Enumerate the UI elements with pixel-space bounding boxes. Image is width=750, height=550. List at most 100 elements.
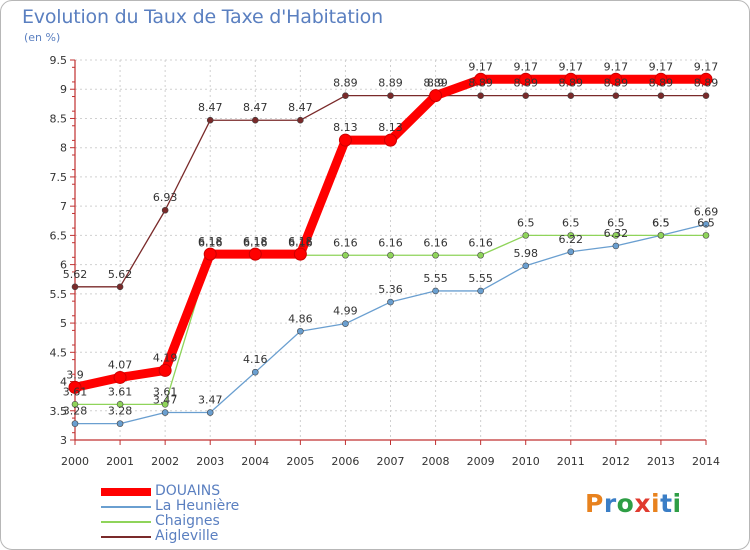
data-point [206, 116, 214, 124]
data-label: 8.89 [333, 77, 358, 90]
legend-item: La Heunière [101, 499, 239, 514]
y-tick-label: 8.5 [50, 112, 68, 125]
data-point [477, 287, 484, 295]
data-label: 5.55 [468, 272, 493, 285]
legend-swatch [101, 505, 151, 508]
data-point [567, 248, 575, 256]
data-label: 8.9 [427, 77, 445, 90]
data-label: 3.61 [153, 385, 178, 398]
x-tick-label: 2004 [241, 455, 269, 468]
data-point [702, 232, 710, 239]
data-point [519, 72, 533, 86]
chart-legend: DOUAINS La Heunière Chaignes Aigleville [101, 484, 239, 544]
logo-letter: i [672, 489, 682, 518]
data-point [342, 92, 349, 99]
legend-swatch [101, 535, 151, 538]
data-label: 6.16 [198, 236, 223, 249]
x-tick-label: 2009 [467, 455, 495, 468]
data-point [161, 401, 169, 408]
data-point [116, 283, 124, 291]
logo-letter: o [616, 489, 635, 518]
data-label: 3.61 [63, 385, 88, 398]
data-label: 8.89 [468, 77, 493, 90]
data-point [702, 92, 710, 99]
y-tick-label: 3 [60, 434, 67, 447]
data-point [387, 298, 394, 306]
data-point [564, 72, 578, 86]
data-point [251, 368, 259, 376]
data-label: 9.17 [513, 60, 538, 73]
legend-swatch [101, 487, 151, 496]
legend-swatch [101, 520, 151, 523]
data-label: 6.16 [378, 236, 403, 249]
data-point [522, 262, 530, 270]
data-label: 6.5 [562, 216, 580, 229]
y-tick-label: 4.5 [50, 346, 68, 359]
data-point [293, 247, 307, 261]
data-point [522, 232, 530, 239]
data-point [387, 92, 394, 99]
data-label: 6.5 [652, 216, 670, 229]
x-tick-label: 2010 [512, 455, 540, 468]
data-label: 4.86 [288, 312, 313, 325]
data-label: 8.89 [604, 77, 629, 90]
data-label: 9.17 [559, 60, 584, 73]
y-tick-label: 5 [60, 317, 67, 330]
data-label: 8.89 [513, 77, 538, 90]
data-label: 9.17 [468, 60, 493, 73]
x-tick-label: 2005 [286, 455, 314, 468]
data-label: 8.89 [423, 77, 448, 90]
data-label: 6.93 [153, 191, 178, 204]
data-point [384, 133, 397, 147]
y-tick-label: 6 [60, 259, 67, 272]
data-label: 3.61 [108, 385, 133, 398]
data-point [474, 72, 488, 86]
data-point [116, 420, 124, 427]
data-point [432, 287, 439, 295]
data-point [297, 327, 304, 335]
data-point [477, 92, 484, 99]
data-label: 8.13 [378, 121, 403, 134]
data-label: 8.47 [198, 101, 223, 114]
data-label: 6.22 [559, 233, 584, 246]
y-tick-label: 3.5 [50, 405, 68, 418]
data-label: 8.89 [649, 77, 674, 90]
y-tick-label: 9.5 [50, 54, 68, 67]
data-point [432, 251, 439, 259]
data-label: 3.28 [63, 405, 88, 418]
legend-item: Aigleville [101, 529, 239, 544]
chart-subtitle: (en %) [24, 31, 61, 44]
data-point [342, 251, 349, 259]
legend-item: DOUAINS [101, 484, 239, 499]
data-point [71, 420, 79, 427]
logo-letter: i [651, 489, 661, 518]
data-point [387, 251, 394, 259]
data-label: 6.5 [652, 216, 670, 229]
legend-label: Aigleville [155, 528, 219, 544]
x-tick-label: 2000 [61, 455, 89, 468]
data-point [68, 380, 82, 394]
data-label: 4.19 [153, 351, 178, 364]
data-label: 6.5 [517, 216, 535, 229]
data-label: 8.89 [378, 77, 403, 90]
data-label: 6.16 [288, 236, 313, 249]
data-label: 6.18 [198, 235, 223, 248]
data-label: 3.9 [66, 368, 84, 381]
data-label: 6.32 [604, 227, 629, 240]
data-point [654, 72, 668, 86]
data-label: 6.16 [423, 236, 448, 249]
data-point [567, 232, 575, 239]
data-point [657, 92, 665, 99]
x-tick-label: 2001 [106, 455, 134, 468]
data-point [338, 133, 352, 147]
logo-letter: P [585, 489, 604, 518]
legend-label: Chaignes [155, 513, 220, 529]
x-tick-label: 2002 [151, 455, 179, 468]
data-point [699, 72, 713, 86]
chart-title: Evolution du Taux de Taxe d'Habitation [22, 6, 383, 28]
data-label: 4.99 [333, 305, 358, 318]
data-point [206, 409, 214, 416]
data-point [297, 116, 304, 124]
x-tick-label: 2013 [647, 455, 675, 468]
